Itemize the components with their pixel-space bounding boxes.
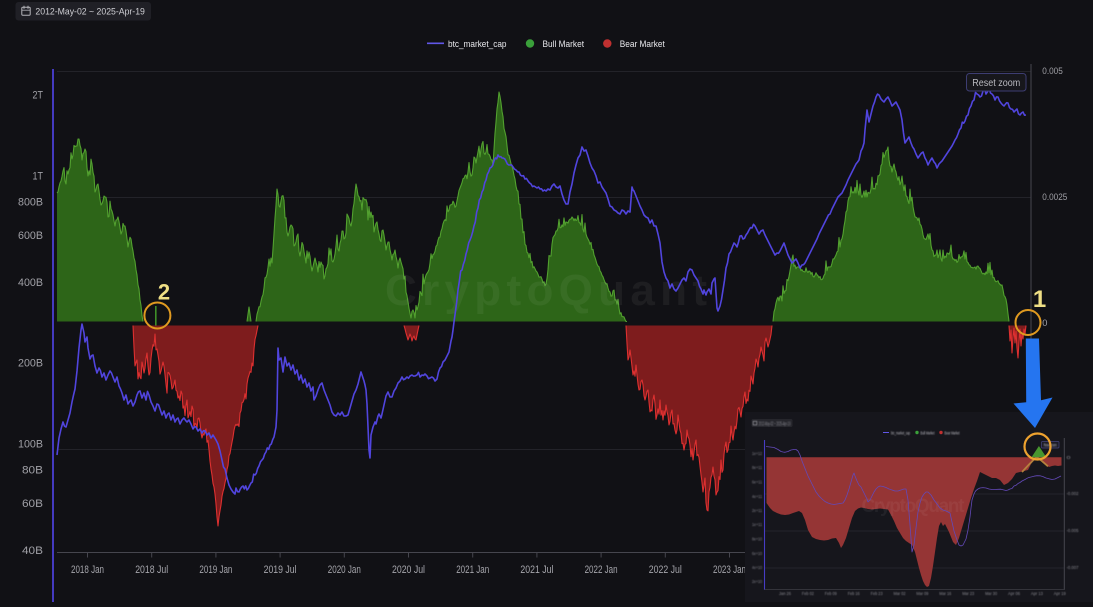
svg-text:4e+10: 4e+10 [752, 565, 762, 570]
svg-text:Feb 09: Feb 09 [825, 591, 837, 596]
svg-text:Reset zoom: Reset zoom [972, 77, 1020, 89]
svg-text:2021 Jul: 2021 Jul [520, 564, 553, 576]
svg-text:0.005: 0.005 [1042, 66, 1063, 77]
svg-text:800B: 800B [18, 196, 43, 208]
svg-text:Bear Market: Bear Market [945, 431, 960, 437]
svg-text:2022 Jan: 2022 Jan [585, 564, 618, 576]
svg-text:2020 Jul: 2020 Jul [392, 564, 425, 576]
svg-text:Jan 26: Jan 26 [779, 591, 791, 596]
svg-text:2012-May-02 ~ 2025-Apr-19: 2012-May-02 ~ 2025-Apr-19 [35, 7, 144, 18]
svg-text:0: 0 [1042, 318, 1047, 329]
svg-text:Feb 16: Feb 16 [848, 591, 860, 596]
svg-text:Apr 06: Apr 06 [1008, 591, 1020, 596]
svg-text:2022 Jul: 2022 Jul [649, 564, 682, 576]
svg-text:CryptoQuant: CryptoQuant [385, 266, 707, 315]
svg-text:2023 Jan: 2023 Jan [713, 564, 746, 576]
svg-text:Feb 02: Feb 02 [802, 591, 814, 596]
svg-text:400B: 400B [18, 277, 43, 289]
svg-text:4e+11: 4e+11 [752, 494, 762, 499]
svg-text:Mar 02: Mar 02 [894, 591, 906, 596]
svg-text:2e+10: 2e+10 [752, 579, 762, 584]
svg-text:6e+11: 6e+11 [752, 480, 762, 485]
svg-text:1: 1 [1033, 286, 1046, 313]
svg-text:8e+10: 8e+10 [752, 537, 762, 542]
svg-text:100B: 100B [18, 438, 43, 450]
svg-text:btc_market_cap: btc_market_cap [448, 39, 507, 50]
svg-text:1e+11: 1e+11 [752, 522, 762, 527]
svg-text:6e+10: 6e+10 [752, 551, 762, 556]
svg-text:Bull Market: Bull Market [921, 431, 935, 437]
svg-text:btc_market_cap: btc_market_cap [891, 431, 910, 437]
svg-text:0: 0 [1067, 455, 1071, 461]
svg-text:-0.005: -0.005 [1067, 528, 1079, 534]
svg-text:Apr 13: Apr 13 [1031, 591, 1043, 596]
svg-text:Mar 16: Mar 16 [939, 591, 951, 596]
svg-text:-0.002: -0.002 [1067, 491, 1079, 497]
svg-text:Bear Market: Bear Market [620, 39, 665, 50]
svg-text:40B: 40B [22, 545, 43, 557]
svg-text:Apr 19: Apr 19 [1054, 591, 1066, 596]
svg-text:2T: 2T [33, 90, 44, 102]
svg-text:2019 Jan: 2019 Jan [199, 564, 232, 576]
svg-text:2018 Jan: 2018 Jan [71, 564, 104, 576]
svg-text:2: 2 [158, 280, 170, 305]
svg-text:600B: 600B [18, 230, 43, 242]
svg-text:200B: 200B [18, 358, 43, 370]
svg-text:80B: 80B [22, 464, 43, 476]
svg-text:1T: 1T [33, 170, 44, 182]
svg-text:2021 Jan: 2021 Jan [456, 564, 489, 576]
svg-text:2018 Jul: 2018 Jul [135, 564, 168, 576]
svg-text:60B: 60B [22, 498, 43, 510]
svg-text:2020 Jan: 2020 Jan [328, 564, 361, 576]
svg-text:1e+12: 1e+12 [752, 451, 762, 456]
svg-text:CryptoQuant: CryptoQuant [862, 496, 966, 517]
svg-text:8e+11: 8e+11 [752, 465, 762, 470]
svg-text:Feb 23: Feb 23 [871, 591, 883, 596]
svg-text:Mar 09: Mar 09 [916, 591, 928, 596]
svg-text:2019 Jul: 2019 Jul [264, 564, 297, 576]
svg-text:Mar 23: Mar 23 [962, 591, 974, 596]
svg-text:2e+11: 2e+11 [752, 508, 762, 513]
svg-text:Bull Market: Bull Market [543, 39, 585, 50]
svg-text:Mar 30: Mar 30 [985, 591, 997, 596]
svg-text:-0.007: -0.007 [1067, 565, 1079, 571]
svg-text:2012-May-02 ~ 2025-Apr-19: 2012-May-02 ~ 2025-Apr-19 [759, 422, 791, 428]
svg-text:0.0025: 0.0025 [1042, 192, 1067, 203]
